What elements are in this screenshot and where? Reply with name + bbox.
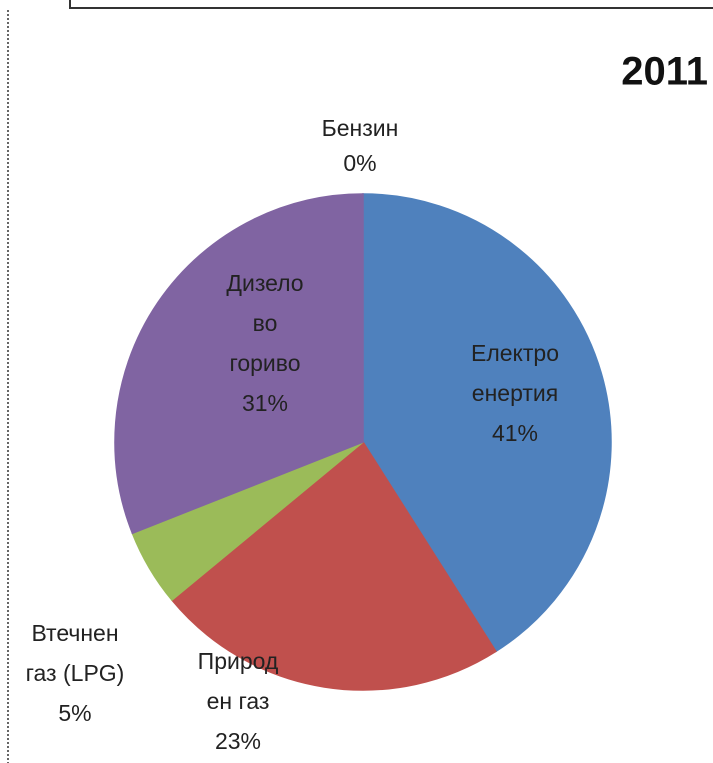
- slice-label: Дизело во гориво: [226, 270, 303, 376]
- slice-label: Втечнен газ (LPG): [26, 620, 125, 686]
- slice-value-label: 0%: [343, 150, 376, 176]
- slice-label: Електро енертия: [471, 340, 559, 406]
- pie-slice: [362, 193, 612, 653]
- frame-top: [69, 0, 713, 9]
- chart-title: 2011: [621, 50, 708, 94]
- slice-label: Природ ен газ: [198, 648, 279, 714]
- slice-label: Бензин: [322, 115, 399, 141]
- slice-value-label: 23%: [215, 728, 261, 754]
- slice-value-label: 41%: [492, 420, 538, 446]
- pie-slice: [170, 440, 497, 691]
- slice-value-label: 5%: [58, 700, 91, 726]
- slice-value-label: 31%: [242, 390, 288, 416]
- pie-slice: [114, 193, 364, 535]
